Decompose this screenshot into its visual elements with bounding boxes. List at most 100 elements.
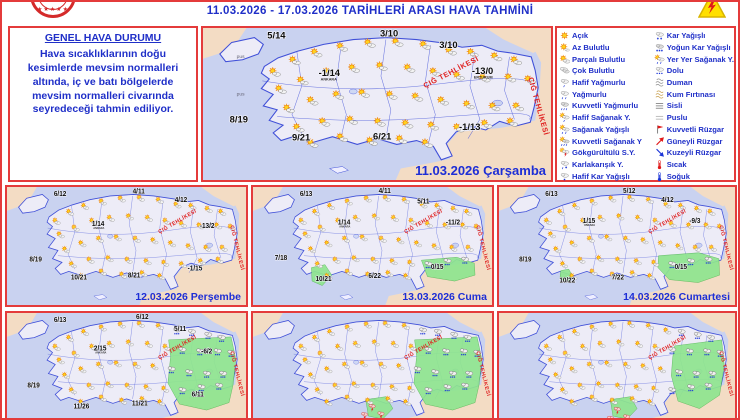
sun-cloud-icon: [364, 271, 374, 279]
sun-cloud-icon: [268, 67, 281, 77]
cloud-snow-icon: [431, 369, 440, 377]
temperature-label: -13/0: [472, 66, 493, 76]
sun-cloud-icon: [203, 244, 212, 252]
sun-cloud-icon: [442, 221, 451, 230]
sun-cloud-icon: [616, 338, 625, 347]
sun-cloud-icon: [178, 260, 187, 268]
legend-item: Güneyli Rüzgar: [654, 135, 734, 147]
legend-item: Yağmurlu: [559, 88, 654, 100]
sun-cloud-icon: [105, 254, 114, 263]
legend-item: Parçalı Bulutlu: [559, 53, 654, 65]
sun-cloud-icon: [512, 101, 525, 112]
sun-cloud-icon: [450, 205, 459, 213]
sun-cloud-icon: [219, 244, 228, 252]
legend-item-label: Karlakarışık Y.: [572, 159, 624, 169]
sun-cloud-icon: [577, 256, 586, 264]
sun-cloud-icon: [215, 256, 224, 264]
temperature-label: 6/21: [373, 132, 391, 142]
sun-cloud-icon: [449, 244, 458, 252]
sun-cloud-icon: [616, 212, 625, 221]
rain-icon: [560, 90, 569, 99]
north-wind-icon: [655, 149, 664, 157]
shower-heavy-icon: [559, 136, 570, 146]
sun-cloud-icon: [378, 361, 387, 369]
sun-cloud-icon: [106, 214, 115, 222]
sun-cloud-icon: [52, 343, 61, 351]
sun-cloud-icon: [382, 320, 391, 328]
legend-item-label: Hafif Yağmurlu: [572, 78, 626, 88]
sun-cloud-icon: [197, 257, 206, 266]
sun-cloud-icon: [378, 235, 387, 243]
storm-warning-icon: [698, 2, 726, 18]
cloud-snow-icon: [419, 327, 427, 335]
sun-cloud-icon: [375, 61, 388, 71]
sun-cloud-icon: [652, 217, 661, 225]
sun-cloud-icon: [311, 208, 321, 216]
sun-cloud-icon: [403, 63, 416, 73]
temperature-label: 7/22: [612, 274, 625, 281]
sun-cloud-icon: [162, 217, 171, 225]
sun-cloud-icon: [306, 138, 319, 148]
legend-item: Kar Yağışlı: [654, 30, 734, 42]
sun-cloud-icon: [569, 365, 578, 374]
sun-cloud-icon: [288, 55, 301, 65]
sun-cloud-icon: [385, 269, 394, 277]
sun-cloud-icon: [626, 194, 635, 202]
sun-cloud-icon: [326, 328, 335, 336]
snow-icon: [655, 32, 664, 40]
cloud-snow-icon: [424, 387, 433, 395]
cloud-snow-icon: [197, 384, 206, 392]
sun-cloud-icon: [344, 324, 353, 332]
sun-cloud-icon: [389, 383, 398, 392]
thunderstorm-icon: [559, 147, 570, 157]
cloud-snow-icon: [188, 329, 196, 337]
cloud-snow-icon: [213, 348, 222, 356]
sun-cloud-icon: [352, 340, 361, 348]
cloud-snow-icon: [687, 258, 695, 266]
sun-cloud-icon: [298, 343, 307, 351]
temperature-label: 6/13: [545, 191, 558, 198]
sun-cloud-icon: [589, 394, 598, 402]
legend-item: Kuvvetli Sağanak Y: [559, 135, 654, 147]
sleet-icon: [560, 161, 569, 170]
cloud-snow-icon: [693, 332, 702, 340]
legend-item-label: Kuzeyli Rüzgar: [666, 148, 722, 158]
sun-cloud-icon: [431, 242, 440, 251]
sun-cloud-icon: [98, 394, 107, 402]
sun-cloud-icon: [647, 272, 656, 280]
sun-cloud-icon: [596, 254, 605, 263]
temperature-label: 7/18: [275, 255, 288, 262]
sun-cloud-icon: [324, 365, 333, 374]
city-label: ANKARA: [93, 226, 104, 230]
cloud-snow-icon: [413, 366, 422, 374]
sun-cloud-icon: [95, 361, 104, 369]
sun-cloud-icon: [657, 365, 666, 374]
sun-cloud-icon: [452, 71, 465, 81]
sun-cloud-icon: [657, 239, 666, 248]
legend-item-label: Hafif Sağanak Y.: [572, 113, 631, 123]
sun-cloud-icon: [296, 75, 309, 86]
sun-cloud-icon: [385, 395, 394, 403]
legend-item: Karlakarışık Y.: [559, 159, 654, 171]
general-weather-text: Hava sıcaklıklarının doğu kesimlerde mev…: [27, 48, 179, 116]
legend-item: Hafif Sağanak Y.: [559, 112, 654, 124]
strong-wind-icon: [657, 125, 664, 134]
sun-cloud-icon: [332, 90, 345, 100]
sun-cloud-icon: [314, 386, 323, 394]
temperature-label: 2/15: [94, 345, 107, 352]
sun-cloud-icon: [143, 257, 152, 266]
sandstorm-icon: [655, 90, 664, 99]
forecast-map-panel-6: ÇIĞ TEHLİKESİ ÇIĞ TEHLİKESİ: [251, 311, 494, 418]
sun-cloud-icon: [334, 343, 344, 351]
sun-icon: [560, 32, 569, 40]
sun-cloud-icon: [421, 138, 434, 148]
sun-cloud-icon: [136, 320, 145, 328]
sun-cloud-icon: [71, 224, 80, 232]
temperature-label: 5/11: [417, 198, 429, 205]
sun-cloud-icon: [78, 398, 87, 406]
sun-cloud-icon: [363, 195, 372, 203]
sun-cloud-icon: [113, 359, 122, 368]
